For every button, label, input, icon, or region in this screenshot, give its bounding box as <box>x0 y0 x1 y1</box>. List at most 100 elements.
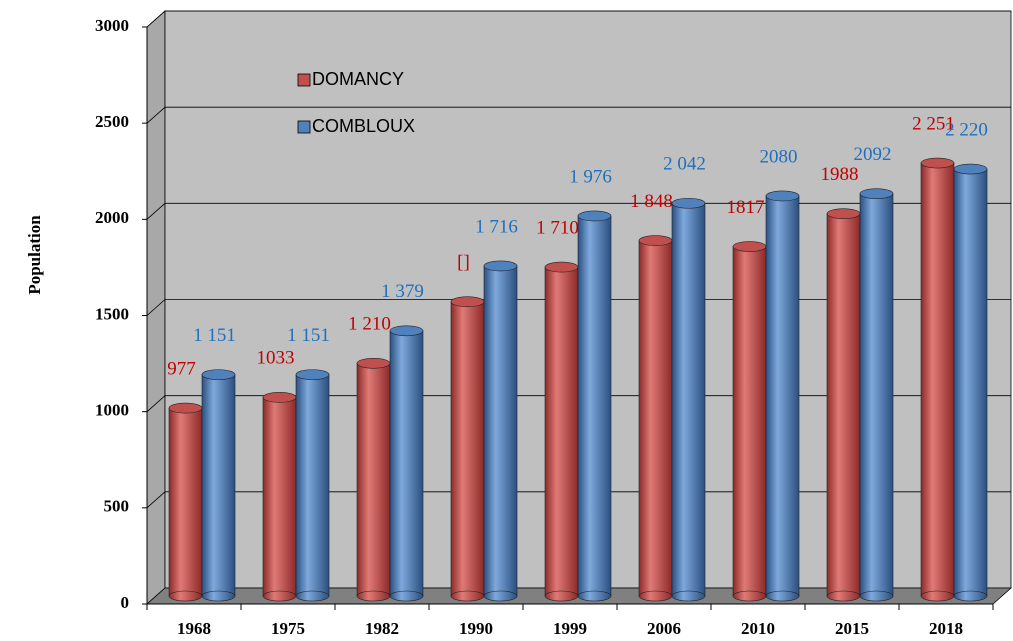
y-tick-label: 2500 <box>95 112 129 131</box>
y-tick-label: 1000 <box>95 401 129 420</box>
value-label: 1 151 <box>287 325 330 346</box>
value-label: 1 716 <box>475 216 518 237</box>
cylinder-base <box>544 590 579 602</box>
cylinder-top <box>671 197 706 209</box>
grid-line <box>146 203 166 220</box>
cylinder-top <box>953 163 988 175</box>
cylinder-body <box>826 213 861 597</box>
value-label: [] <box>457 252 470 273</box>
cylinder-base <box>920 590 955 602</box>
y-tick-label: 500 <box>104 497 130 516</box>
bar <box>544 261 579 602</box>
legend-swatch <box>297 120 311 134</box>
cylinder-body <box>577 215 612 597</box>
x-tick-label: 1975 <box>271 619 305 638</box>
cylinder-top <box>544 261 579 273</box>
y-tick-label: 1500 <box>95 304 129 323</box>
value-label: 977 <box>167 358 196 379</box>
cylinder-body <box>450 301 485 597</box>
cylinder-top <box>262 392 297 403</box>
cylinder-top <box>638 235 673 246</box>
cylinder-base <box>262 590 297 602</box>
cylinder-top <box>826 208 861 219</box>
grid-line <box>146 299 166 316</box>
x-tick-label: 1982 <box>365 619 399 638</box>
legend-label: COMBLOUX <box>312 116 415 136</box>
cylinder-top <box>201 369 236 380</box>
x-tick-label: 2010 <box>741 619 775 638</box>
value-label: 1 976 <box>569 166 612 187</box>
value-label: 1 379 <box>381 281 424 302</box>
bar <box>859 188 894 602</box>
value-label: 2092 <box>854 144 892 165</box>
x-tick-label: 1968 <box>177 619 211 638</box>
value-label: 2 220 <box>945 119 988 140</box>
cylinder-base <box>201 590 236 602</box>
value-label: 2 042 <box>663 154 706 175</box>
value-label: 1 151 <box>193 325 236 346</box>
value-label: 1 848 <box>630 191 673 212</box>
y-axis-label: Population <box>25 215 44 295</box>
bar <box>483 260 518 602</box>
cylinder-base <box>356 590 391 602</box>
bar <box>920 157 955 602</box>
cylinder-base <box>859 590 894 602</box>
cylinder-body <box>953 168 988 597</box>
y-tick-label: 3000 <box>95 16 129 35</box>
cylinder-base <box>638 590 673 602</box>
cylinder-top <box>577 210 612 222</box>
cylinder-body <box>765 195 800 597</box>
cylinder-base <box>826 590 861 602</box>
bar <box>638 235 673 602</box>
bar <box>732 241 767 602</box>
cylinder-body <box>920 162 955 597</box>
cylinder-body <box>356 362 391 597</box>
x-tick-label: 2006 <box>647 619 681 638</box>
cylinder-body <box>544 266 579 597</box>
cylinder-body <box>262 397 297 597</box>
bar <box>168 402 203 602</box>
cylinder-base <box>671 590 706 602</box>
cylinder-top <box>859 188 894 199</box>
cylinder-body <box>732 246 767 597</box>
value-label: 2 251 <box>912 113 955 134</box>
cylinder-top <box>356 357 391 369</box>
value-label: 1817 <box>727 197 765 218</box>
x-tick-label: 2015 <box>835 619 869 638</box>
cylinder-top <box>765 190 800 202</box>
cylinder-base <box>295 590 330 602</box>
cylinder-body <box>671 202 706 597</box>
grid-line <box>146 106 166 124</box>
cylinder-body <box>295 374 330 597</box>
cylinder-base <box>389 590 424 602</box>
value-label: 1 710 <box>536 217 579 238</box>
grid-line <box>146 10 166 28</box>
cylinder-body <box>168 407 203 597</box>
cylinder-base <box>483 590 518 602</box>
cylinder-base <box>732 590 767 602</box>
y-tick-label: 0 <box>121 593 130 612</box>
cylinder-top <box>483 260 518 272</box>
bar <box>826 208 861 602</box>
bar <box>389 325 424 602</box>
bar <box>577 210 612 602</box>
cylinder-top <box>450 296 485 308</box>
cylinder-body <box>638 240 673 597</box>
cylinder-base <box>953 590 988 602</box>
cylinder-top <box>389 325 424 337</box>
value-label: 1 210 <box>348 314 391 335</box>
value-label: 1033 <box>257 348 295 369</box>
bar <box>201 369 236 602</box>
y-tick-label: 2000 <box>95 208 129 227</box>
grid-line <box>146 491 166 509</box>
bar <box>671 197 706 602</box>
cylinder-base <box>577 590 612 602</box>
cylinder-base <box>450 590 485 602</box>
legend-swatch <box>297 73 311 87</box>
legend-label: DOMANCY <box>312 69 404 89</box>
cylinder-body <box>201 374 236 597</box>
bar <box>356 357 391 602</box>
cylinder-body <box>389 330 424 597</box>
bar <box>450 296 485 602</box>
bar <box>262 392 297 602</box>
